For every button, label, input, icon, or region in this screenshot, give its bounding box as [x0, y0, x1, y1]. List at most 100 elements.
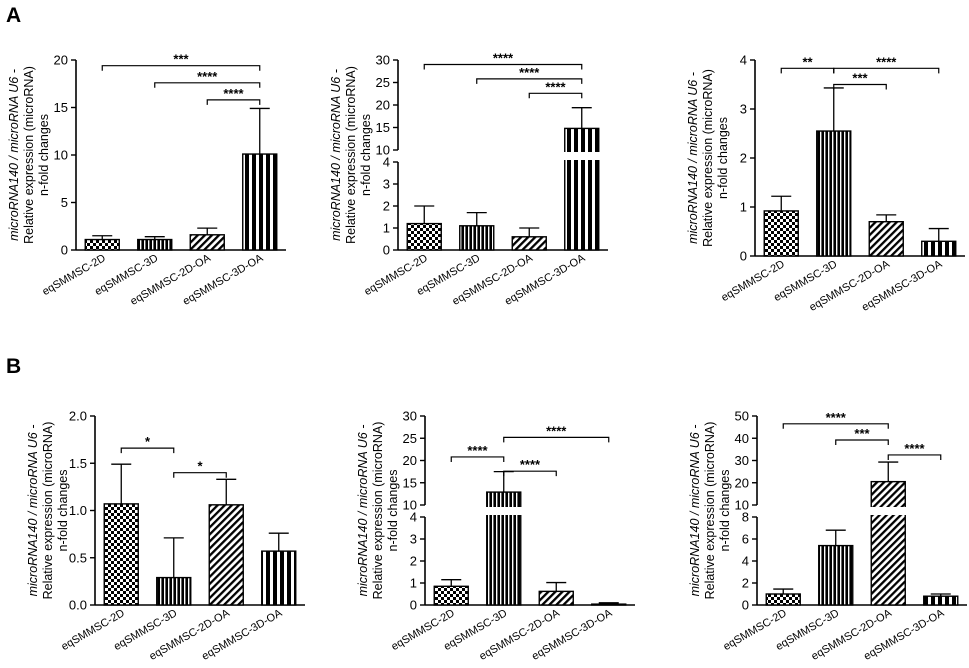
y-tick-label: 20 [54, 53, 68, 68]
y-tick-label: 5 [61, 195, 68, 210]
bar-eqsmmsc-3d-oa [261, 550, 297, 606]
bar-eqsmmsc-3d [156, 576, 192, 606]
axis-break-gap [396, 152, 610, 160]
significance-label: **** [467, 443, 488, 458]
significance-bracket [206, 99, 261, 105]
y-axis-label-line: microRNA140 / microRNA U6 - [688, 425, 702, 597]
significance-bracket [782, 423, 889, 429]
bar-eqsmmsc-2d-oa [208, 504, 244, 606]
y-axis-label-line: Relative expression (microRNA) [701, 69, 715, 247]
y-tick-label: 3 [383, 177, 390, 192]
bar-eqsmmsc-2d [406, 222, 442, 251]
y-tick-label: 30 [403, 409, 417, 424]
significance-label: **** [545, 79, 566, 94]
significance-bracket [503, 470, 557, 477]
bar-eqsmmsc-2d [763, 210, 799, 257]
y-tick-label: 0.0 [69, 598, 87, 613]
y-tick-label: 0 [742, 598, 749, 613]
y-axis-label: microRNA140 / microRNA U6 -Relative expr… [7, 66, 51, 244]
significance-bracket [833, 83, 887, 90]
y-axis-label-line: n-fold changes [56, 469, 70, 551]
y-tick-label: 1.0 [69, 503, 87, 518]
y-tick-label: 2 [410, 554, 417, 569]
y-axis-label-line: n-fold changes [718, 469, 732, 551]
bar-eqsmmsc-3d-oa [591, 603, 627, 606]
bar-eqsmmsc-3d [137, 238, 173, 251]
y-tick-label: 10 [54, 148, 68, 163]
y-tick-label: 2 [383, 199, 390, 214]
y-tick-label: 30 [735, 453, 749, 468]
significance-bracket [423, 63, 583, 70]
y-tick-label: 30 [376, 53, 390, 68]
y-axis-label-line: n-fold changes [359, 114, 373, 196]
bar-eqsmmsc-3d-oa [923, 595, 959, 606]
panel-label-b: B [6, 355, 21, 378]
y-tick-label: 1 [740, 200, 747, 215]
significance-bracket [173, 472, 227, 478]
significance-label: * [145, 434, 151, 449]
y-tick-label: 2 [742, 576, 749, 591]
y-tick-label: 4 [383, 155, 390, 170]
y-axis-label-line: Relative expression (microRNA) [41, 422, 55, 600]
bar-eqsmmsc-3d [816, 130, 852, 257]
y-axis-label-line: n-fold changes [716, 117, 730, 199]
y-tick-label: 2 [740, 151, 747, 166]
bar-eqsmmsc-3d [818, 544, 854, 606]
bar-eqsmmsc-2d [103, 503, 139, 606]
significance-bracket [101, 65, 261, 71]
bar-eqsmmsc-2d-oa [870, 480, 906, 606]
y-tick-label: 40 [735, 431, 749, 446]
significance-label: **** [904, 441, 925, 456]
bar-eqsmmsc-2d-oa [511, 236, 547, 251]
y-tick-label: 10 [735, 498, 749, 513]
bar-eqsmmsc-3d-oa [921, 240, 957, 257]
bar-eqsmmsc-3d-oa [564, 127, 600, 251]
y-tick-label: 2.0 [69, 409, 87, 424]
y-tick-label: 4 [410, 510, 417, 525]
y-tick-label: 0 [740, 249, 747, 264]
y-axis-label-line: n-fold changes [37, 114, 51, 196]
y-tick-label: 20 [735, 475, 749, 490]
bar-eqsmmsc-2d [433, 585, 469, 606]
significance-label: * [197, 459, 203, 474]
y-axis-label-line: n-fold changes [386, 469, 400, 551]
y-tick-label: 1 [410, 576, 417, 591]
y-tick-label: 1.5 [69, 456, 87, 471]
significance-bracket [835, 439, 889, 446]
y-tick-label: 10 [403, 498, 417, 513]
y-axis-label: microRNA140 / microRNA U6 -Relative expr… [688, 422, 732, 600]
y-tick-label: 3 [410, 532, 417, 547]
y-tick-label: 15 [54, 100, 68, 115]
y-axis-label-line: microRNA140 / microRNA U6 - [26, 425, 40, 597]
significance-bracket [887, 454, 942, 460]
bar-eqsmmsc-2d-oa [189, 234, 225, 251]
chart-eqsmmsc-24h: microRNA140 / microRNA U6 -Relative expr… [7, 52, 286, 308]
y-tick-label: 20 [376, 98, 390, 113]
y-tick-label: 25 [376, 75, 390, 90]
y-tick-label: 4 [740, 53, 747, 68]
y-axis-label-line: Relative expression (microRNA) [703, 422, 717, 600]
y-tick-label: 6 [742, 532, 749, 547]
chart-eqsmmsc-72h: microRNA140 / microRNA U6 -Relative expr… [329, 51, 610, 308]
axis-break-gap [755, 507, 969, 515]
y-axis-label-line: Relative expression (microRNA) [371, 422, 385, 600]
significance-bracket [450, 456, 505, 462]
y-tick-label: 15 [403, 475, 417, 490]
panel-label-a: A [6, 4, 21, 27]
significance-label: **** [826, 410, 847, 425]
y-tick-label: 10 [376, 143, 390, 158]
y-tick-label: 4 [742, 554, 749, 569]
y-axis-label-line: microRNA140 / microRNA U6 - [356, 425, 370, 597]
axis-break-gap [423, 507, 637, 515]
y-axis-label-line: microRNA140 / microRNA U6 - [686, 72, 700, 244]
significance-label: **** [520, 457, 541, 472]
y-axis-label: microRNA140 / microRNA U6 -Relative expr… [356, 422, 400, 600]
y-axis-label-line: Relative expression (microRNA) [344, 66, 358, 244]
y-axis-label-line: Relative expression (microRNA) [22, 66, 36, 244]
y-axis-label: microRNA140 / microRNA U6 -Relative expr… [686, 69, 730, 247]
significance-label: **** [876, 54, 897, 69]
significance-label: *** [854, 426, 870, 441]
significance-bracket [476, 78, 583, 84]
y-tick-label: 0 [410, 598, 417, 613]
